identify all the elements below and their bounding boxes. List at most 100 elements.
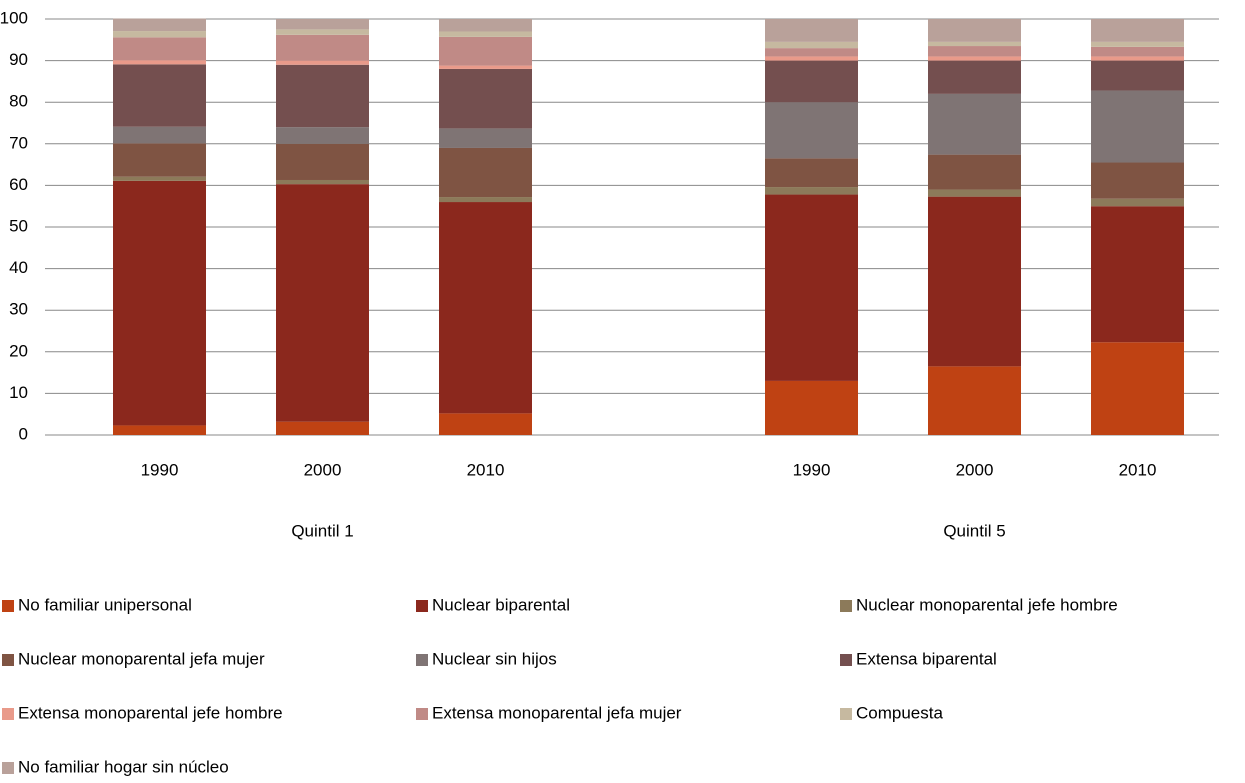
bar-segment bbox=[276, 29, 369, 35]
legend-swatch bbox=[840, 708, 852, 720]
y-tick-label: 0 bbox=[19, 424, 28, 443]
bar-segment bbox=[276, 184, 369, 422]
bar-segment bbox=[113, 18, 206, 32]
y-tick-label: 90 bbox=[9, 50, 28, 69]
bar-segment bbox=[928, 196, 1021, 367]
bar-segment bbox=[276, 60, 369, 65]
bar-segment bbox=[113, 176, 206, 181]
bar-segment bbox=[928, 46, 1021, 57]
x-tick-label: 2000 bbox=[304, 460, 342, 479]
bar-segment bbox=[1091, 206, 1184, 343]
group-label: Quintil 5 bbox=[943, 521, 1005, 540]
bar-segment bbox=[765, 194, 858, 381]
bar-segment bbox=[276, 127, 369, 144]
bar-segment bbox=[276, 19, 369, 30]
bar-segment bbox=[113, 31, 206, 38]
bar-segment bbox=[928, 93, 1021, 155]
y-tick-label: 70 bbox=[9, 133, 28, 152]
y-tick-label: 50 bbox=[9, 216, 28, 235]
legend-swatch bbox=[840, 654, 852, 666]
bar-segment bbox=[1091, 19, 1184, 42]
bar-segment bbox=[928, 189, 1021, 197]
y-tick-label: 10 bbox=[9, 383, 28, 402]
bar-segment bbox=[765, 102, 858, 159]
bar-segment bbox=[113, 60, 206, 65]
legend-swatch bbox=[2, 762, 14, 774]
y-tick-label: 100 bbox=[0, 8, 28, 27]
bar-segment bbox=[113, 126, 206, 144]
bar-segment bbox=[765, 187, 858, 195]
y-tick-label: 80 bbox=[9, 92, 28, 111]
legend-swatch bbox=[2, 600, 14, 612]
bar-segment bbox=[928, 154, 1021, 190]
group-label: Quintil 1 bbox=[291, 521, 353, 540]
bar-segment bbox=[765, 41, 858, 49]
bar-segment bbox=[1091, 342, 1184, 435]
bar-segment bbox=[765, 380, 858, 435]
legend-swatch bbox=[840, 600, 852, 612]
bar-segment bbox=[765, 48, 858, 57]
bar-segment bbox=[113, 425, 206, 435]
legend-label: Nuclear sin hijos bbox=[432, 649, 557, 668]
bar-segment bbox=[1091, 56, 1184, 61]
bar-segment bbox=[276, 421, 369, 435]
legend-label: Extensa biparental bbox=[856, 649, 997, 668]
x-tick-label: 2010 bbox=[1119, 460, 1157, 479]
bar-segment bbox=[113, 143, 206, 177]
bar-segment bbox=[276, 34, 369, 61]
bar-segment bbox=[765, 56, 858, 61]
bar-segment bbox=[765, 158, 858, 188]
bar-segment bbox=[928, 56, 1021, 61]
y-tick-label: 40 bbox=[9, 258, 28, 277]
bar-segment bbox=[439, 128, 532, 148]
legend-swatch bbox=[2, 708, 14, 720]
bar-segment bbox=[113, 64, 206, 127]
bar-segment bbox=[276, 179, 369, 185]
bar-segment bbox=[439, 413, 532, 435]
legend-label: Extensa monoparental jefa mujer bbox=[432, 703, 682, 722]
bar-segment bbox=[928, 366, 1021, 435]
bar-segment bbox=[1091, 90, 1184, 163]
bar-segment bbox=[439, 31, 532, 37]
bar-segment bbox=[1091, 198, 1184, 207]
x-tick-label: 2010 bbox=[467, 460, 505, 479]
bar-segment bbox=[765, 19, 858, 42]
legend-label: Extensa monoparental jefe hombre bbox=[18, 703, 283, 722]
bar-segment bbox=[928, 41, 1021, 47]
bar-segment bbox=[928, 60, 1021, 94]
y-tick-label: 60 bbox=[9, 175, 28, 194]
bar-segment bbox=[765, 60, 858, 103]
bar-segment bbox=[439, 65, 532, 69]
bar-segment bbox=[439, 36, 532, 66]
legend-label: Nuclear monoparental jefe hombre bbox=[856, 595, 1118, 614]
legend-label: Nuclear monoparental jefa mujer bbox=[18, 649, 265, 668]
bar-segment bbox=[113, 37, 206, 61]
x-tick-label: 1990 bbox=[793, 460, 831, 479]
bar-segment bbox=[1091, 60, 1184, 91]
bar-segment bbox=[1091, 162, 1184, 199]
bar-segment bbox=[113, 180, 206, 426]
bar-segment bbox=[439, 19, 532, 32]
y-tick-label: 20 bbox=[9, 341, 28, 360]
legend-label: No familiar hogar sin núcleo bbox=[18, 757, 229, 776]
legend-label: No familiar unipersonal bbox=[18, 595, 192, 614]
x-tick-label: 1990 bbox=[141, 460, 179, 479]
bar-segment bbox=[276, 143, 369, 180]
bar-segment bbox=[1091, 46, 1184, 57]
legend-label: Compuesta bbox=[856, 703, 943, 722]
bar-segment bbox=[276, 64, 369, 128]
legend-swatch bbox=[416, 600, 428, 612]
bar-segment bbox=[928, 19, 1021, 42]
x-tick-label: 2000 bbox=[956, 460, 994, 479]
bar-segment bbox=[439, 202, 532, 414]
legend-swatch bbox=[416, 708, 428, 720]
bar-segment bbox=[439, 68, 532, 129]
legend-swatch bbox=[2, 654, 14, 666]
bar-segment bbox=[439, 147, 532, 198]
bar-segment bbox=[439, 197, 532, 203]
legend-swatch bbox=[416, 654, 428, 666]
y-tick-label: 30 bbox=[9, 300, 28, 319]
bar-segment bbox=[1091, 41, 1184, 47]
legend-label: Nuclear biparental bbox=[432, 595, 570, 614]
